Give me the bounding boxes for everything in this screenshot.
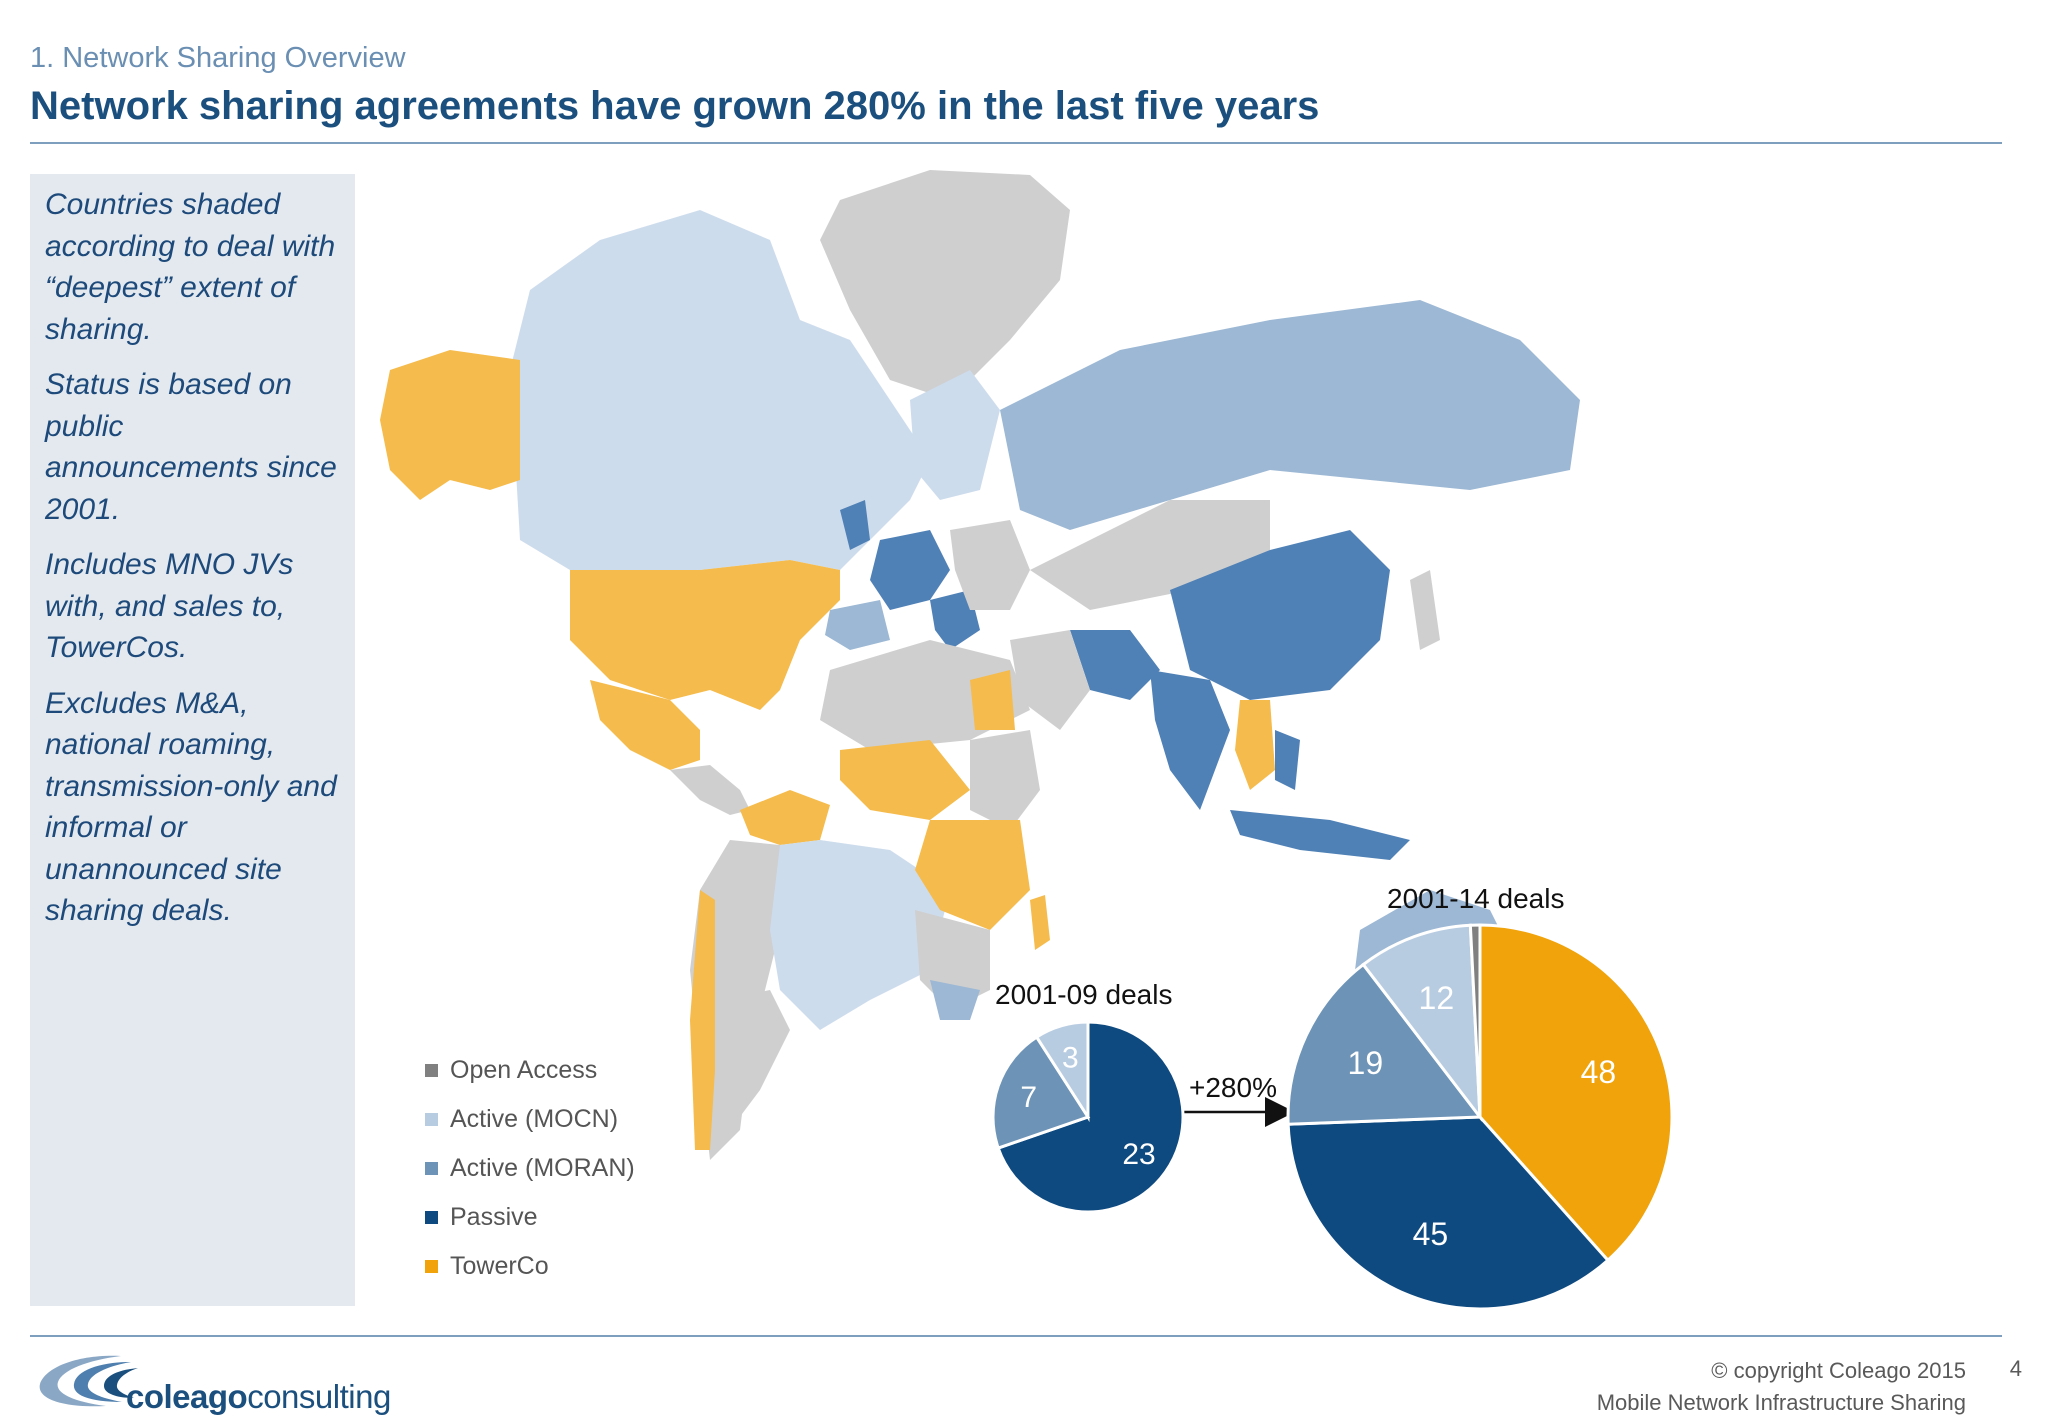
map-region-greenland: [820, 170, 1070, 400]
legend-label: Active (MORAN): [450, 1154, 635, 1182]
legend-swatch: [425, 1260, 438, 1273]
note-paragraph: Excludes M&A, national roaming, transmis…: [45, 686, 337, 928]
map-region-australia: [1355, 890, 1520, 1030]
legend-swatch: [425, 1162, 438, 1175]
legend-swatch: [425, 1113, 438, 1126]
map-region-russia: [1000, 300, 1580, 530]
map-region-west-africa: [840, 740, 970, 820]
map-region-central-asia: [1030, 500, 1270, 610]
legend-swatch: [425, 1211, 438, 1224]
deck-title: Mobile Network Infrastructure Sharing: [1596, 1390, 1966, 1415]
map-region-central-africa: [915, 820, 1030, 930]
logo-light-text: consulting: [247, 1378, 391, 1415]
map-region-myanmar: [1235, 700, 1275, 790]
section-label: 1. Network Sharing Overview: [30, 42, 406, 74]
footer-divider: [30, 1335, 2002, 1337]
note-paragraph: Status is based on public announcements …: [45, 368, 337, 526]
map-region-italy: [930, 590, 980, 650]
map-region-eastern-europe: [950, 520, 1030, 610]
legend-label: Passive: [450, 1203, 538, 1231]
map-region-venezuela: [740, 790, 830, 845]
note-paragraph: Countries shaded according to deal with …: [45, 188, 336, 346]
legend: Open Access Active (MOCN) Active (MORAN)…: [425, 1046, 635, 1291]
copyright-text: © copyright Coleago 2015: [1711, 1358, 1966, 1383]
legend-item: Passive: [425, 1193, 635, 1242]
map-region-egypt: [970, 670, 1015, 730]
map-region-china: [1170, 530, 1390, 700]
world-map: [380, 170, 1580, 1160]
page-number: 4: [2009, 1356, 2022, 1381]
map-region-madagascar: [1030, 895, 1050, 950]
map-region-thailand: [1275, 730, 1300, 790]
coleago-logo-icon: [39, 1355, 138, 1407]
map-region-alaska: [380, 350, 520, 500]
map-region-brazil: [770, 840, 950, 1030]
legend-swatch: [425, 1064, 438, 1077]
legend-item: TowerCo: [425, 1242, 635, 1291]
map-region-iberia: [825, 600, 890, 650]
legend-item: Active (MORAN): [425, 1144, 635, 1193]
legend-item: Active (MOCN): [425, 1095, 635, 1144]
map-region-south-africa: [930, 980, 980, 1020]
map-region-france-germany: [870, 530, 950, 610]
map-region-central-america: [670, 765, 750, 815]
map-region-canada: [510, 210, 930, 570]
map-region-mexico: [590, 680, 700, 770]
map-region-chile: [690, 890, 715, 1150]
legend-label: TowerCo: [450, 1252, 549, 1280]
map-region-indonesia: [1230, 810, 1410, 860]
map-region-iran: [1070, 630, 1160, 700]
map-region-scandinavia: [910, 370, 1000, 500]
map-region-new-zealand: [1545, 1040, 1580, 1110]
map-region-japan: [1410, 570, 1440, 650]
logo-bold-text: coleago: [126, 1378, 248, 1415]
title-divider: [30, 142, 2002, 144]
map-region-middle-east: [1010, 630, 1090, 730]
legend-label: Open Access: [450, 1056, 598, 1084]
notes-panel: Countries shaded according to deal with …: [30, 174, 355, 1306]
map-region-india: [1150, 670, 1230, 810]
map-region-argentina: [715, 990, 790, 1130]
map-region-east-africa: [970, 730, 1040, 830]
map-region-uk: [840, 500, 870, 550]
map-region-usa: [570, 560, 840, 710]
logo-wordmark: coleagoconsulting: [126, 1378, 391, 1416]
slide-title: Network sharing agreements have grown 28…: [30, 84, 1320, 128]
note-paragraph: Includes MNO JVs with, and sales to, Tow…: [45, 548, 294, 664]
legend-label: Active (MOCN): [450, 1105, 619, 1133]
legend-item: Open Access: [425, 1046, 635, 1095]
